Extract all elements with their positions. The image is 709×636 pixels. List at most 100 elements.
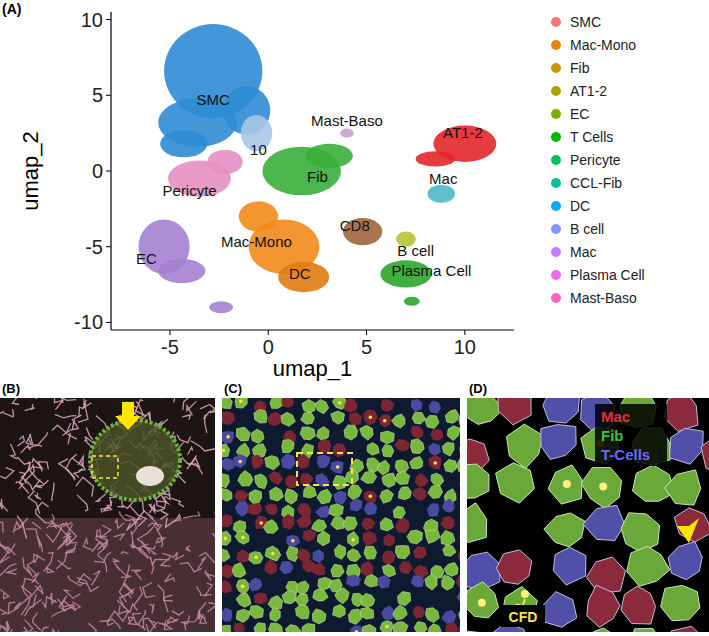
transcript-dot bbox=[521, 590, 529, 598]
cell bbox=[382, 551, 395, 565]
cell bbox=[247, 503, 262, 515]
cell bbox=[249, 490, 261, 504]
tissue-fiber bbox=[18, 436, 25, 446]
cell bbox=[348, 531, 359, 546]
cluster-blob bbox=[158, 259, 205, 283]
cell bbox=[281, 398, 294, 408]
cell bbox=[249, 606, 263, 619]
cell bbox=[496, 463, 535, 503]
cell bbox=[304, 485, 317, 499]
legend-key bbox=[551, 247, 561, 257]
transcript-dot bbox=[336, 465, 340, 469]
tissue-fiber bbox=[114, 534, 125, 540]
x-tick-label: 5 bbox=[361, 336, 372, 358]
y-axis-title: umap_2 bbox=[18, 131, 43, 211]
transcript-dot bbox=[351, 538, 355, 542]
cell bbox=[235, 501, 249, 517]
callout-label: CFD bbox=[509, 609, 538, 625]
cell bbox=[254, 623, 266, 632]
panel-background bbox=[0, 398, 215, 632]
transcript-dot bbox=[385, 625, 389, 629]
cell bbox=[586, 557, 625, 593]
tissue-fiber bbox=[149, 604, 154, 614]
tissue-fiber bbox=[32, 522, 41, 528]
cell bbox=[301, 412, 315, 424]
cell bbox=[496, 550, 531, 584]
legend-label: Pericyte bbox=[570, 152, 621, 168]
cluster-label: Plasma Cell bbox=[391, 262, 471, 279]
y-tick bbox=[106, 19, 111, 20]
cell bbox=[235, 531, 249, 544]
cell bbox=[296, 515, 311, 528]
cell bbox=[665, 470, 701, 505]
tissue-fiber bbox=[47, 568, 54, 573]
cell bbox=[393, 622, 408, 632]
cell bbox=[395, 517, 409, 533]
tissue-fiber bbox=[115, 520, 124, 529]
cell bbox=[232, 563, 246, 578]
tissue-fiber bbox=[94, 553, 111, 563]
cell bbox=[431, 473, 444, 486]
tissue-fiber bbox=[137, 523, 157, 545]
y-tick bbox=[106, 322, 111, 323]
cell-type-label: T-Cells bbox=[601, 446, 650, 463]
tissue-fiber bbox=[198, 609, 200, 620]
zoom-box bbox=[297, 453, 352, 485]
tissue-fiber bbox=[31, 586, 44, 597]
tissue-fiber bbox=[171, 498, 184, 507]
cell bbox=[629, 629, 663, 633]
cell bbox=[222, 458, 235, 471]
legend-label: Mac-Mono bbox=[570, 37, 636, 53]
cell bbox=[460, 532, 461, 544]
cell bbox=[467, 582, 499, 618]
lumen bbox=[136, 466, 164, 486]
cell bbox=[297, 503, 311, 517]
tissue-fiber bbox=[100, 525, 111, 537]
cell bbox=[317, 531, 329, 546]
cell bbox=[459, 413, 460, 427]
cell bbox=[329, 504, 344, 517]
cell bbox=[222, 411, 235, 424]
cell-type-label: Mac bbox=[601, 408, 630, 425]
cell bbox=[317, 427, 329, 441]
cell bbox=[237, 550, 251, 563]
tissue-fiber bbox=[200, 405, 215, 411]
tissue-fiber bbox=[0, 589, 9, 598]
label-patch bbox=[595, 404, 667, 466]
legend-label: SMC bbox=[570, 14, 601, 30]
tissue-fiber bbox=[68, 434, 77, 445]
cell bbox=[350, 626, 364, 633]
cell bbox=[430, 429, 443, 441]
tissue-fiber bbox=[142, 540, 156, 548]
cell bbox=[395, 460, 409, 473]
tissue-fiber bbox=[100, 621, 114, 626]
tissue-fiber bbox=[205, 414, 207, 433]
cell bbox=[458, 626, 460, 633]
cell bbox=[456, 575, 460, 588]
tissue-fiber bbox=[51, 629, 59, 632]
tissue-fiber bbox=[208, 603, 215, 612]
tissue-fiber bbox=[205, 570, 215, 580]
cell bbox=[362, 625, 376, 633]
cell bbox=[393, 605, 408, 620]
tissue-fiber bbox=[51, 521, 67, 536]
tissue-fiber bbox=[132, 542, 148, 559]
cell bbox=[457, 457, 460, 472]
y-tick-label: 5 bbox=[92, 84, 103, 106]
legend-label: EC bbox=[570, 106, 589, 122]
cell bbox=[445, 409, 458, 423]
vessel-wall bbox=[90, 420, 180, 500]
x-tick bbox=[366, 330, 367, 335]
tissue bbox=[0, 518, 215, 632]
tissue-fiber bbox=[212, 533, 215, 541]
cell bbox=[312, 520, 327, 532]
cluster-label: DC bbox=[289, 265, 311, 282]
cell bbox=[281, 412, 295, 426]
cell bbox=[498, 398, 531, 425]
cell bbox=[442, 575, 455, 590]
cell bbox=[363, 409, 378, 425]
legend-label: Mast-Baso bbox=[570, 290, 637, 306]
tissue-fiber bbox=[57, 599, 75, 611]
tissue-fiber bbox=[0, 499, 8, 512]
tissue-fiber bbox=[58, 560, 71, 569]
